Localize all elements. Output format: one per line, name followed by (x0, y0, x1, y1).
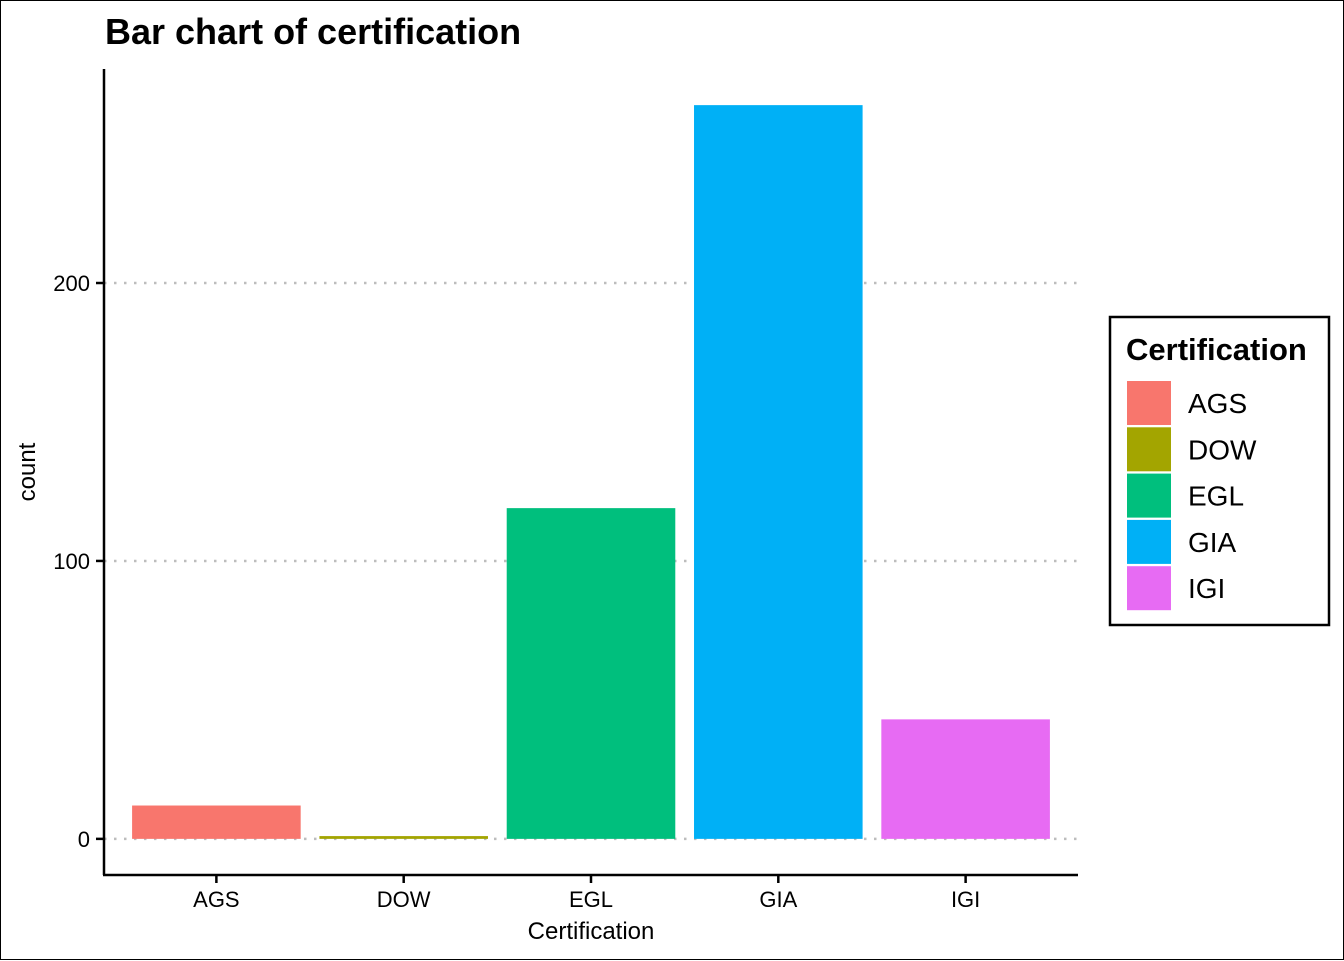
x-axis-label: Certification (528, 918, 655, 945)
legend-label-igi: IGI (1188, 573, 1225, 604)
y-axis-ticks: 0 100 200 (53, 271, 104, 852)
bar-gia (694, 105, 863, 839)
legend-items: AGS DOW EGL GIA IGI (1127, 381, 1257, 611)
bar-ags (132, 805, 301, 839)
legend-label-egl: EGL (1188, 481, 1244, 512)
x-axis-ticks: AGS DOW EGL GIA IGI (193, 875, 980, 912)
y-tick-label: 0 (78, 827, 90, 852)
bar-igi (881, 719, 1050, 839)
legend: Certification AGS DOW EGL GIA IGI (1108, 315, 1331, 627)
legend-label-ags: AGS (1188, 388, 1247, 419)
legend-swatch-igi (1127, 566, 1171, 611)
x-tick-label: IGI (951, 887, 980, 912)
legend-title: Certification (1126, 332, 1307, 367)
legend-label-gia: GIA (1188, 527, 1237, 558)
y-tick-label: 200 (53, 271, 90, 296)
bar-dow (319, 836, 488, 839)
x-tick-label: GIA (759, 887, 797, 912)
x-tick-label: AGS (193, 887, 239, 912)
bars (132, 105, 1050, 839)
x-tick-label: DOW (377, 887, 431, 912)
legend-swatch-gia (1127, 519, 1171, 564)
chart-title: Bar chart of certification (105, 11, 521, 52)
legend-swatch-ags (1127, 381, 1171, 425)
legend-swatch-dow (1127, 427, 1171, 472)
bar-egl (506, 508, 676, 839)
legend-label-dow: DOW (1188, 434, 1257, 465)
y-tick-label: 100 (53, 549, 90, 574)
y-axis-label: count (14, 442, 41, 501)
x-tick-label: EGL (569, 887, 613, 912)
legend-swatch-egl (1127, 473, 1171, 518)
